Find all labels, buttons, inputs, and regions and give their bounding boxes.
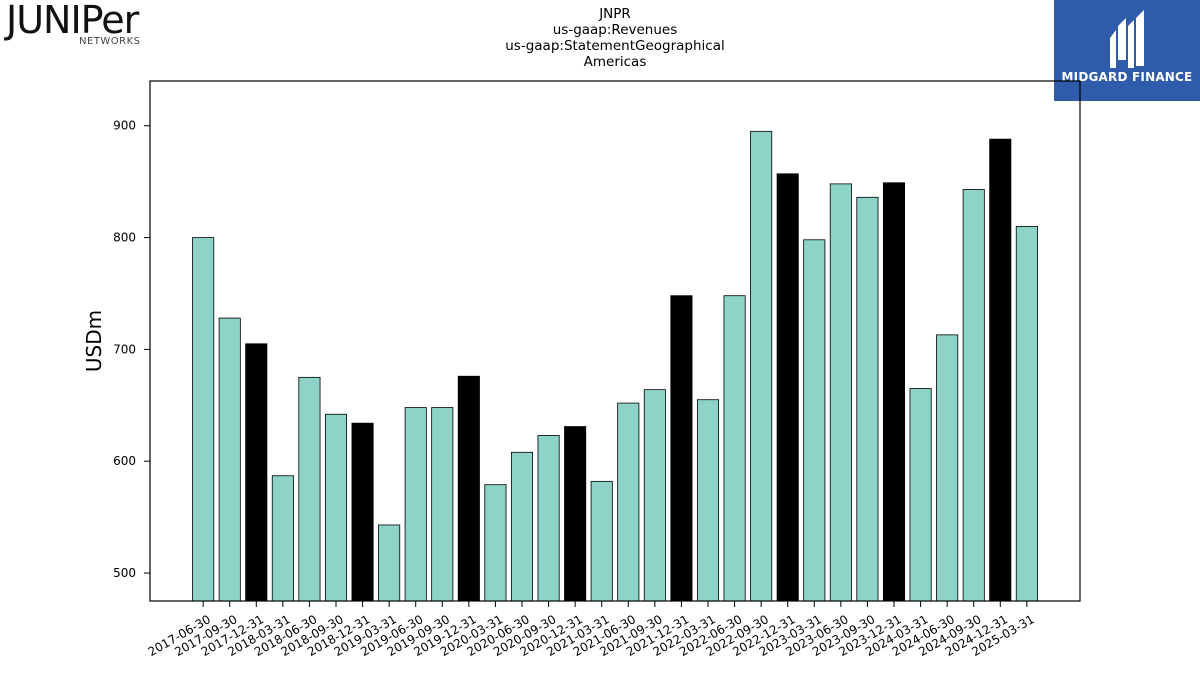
bar-2019-12-31 [457,375,480,602]
bar-2024-12-31 [989,138,1012,602]
bar-2022-09-30 [750,130,773,602]
midgard-emblem-icon [1110,10,1144,68]
bar-2021-06-30 [617,402,640,602]
bar-2019-06-30 [404,407,427,602]
midgard-wordmark: MIDGARD FINANCE [1061,70,1193,84]
y-tick-label: 600 [113,454,136,468]
chart-title-line-3: us-gaap:StatementGeographical [505,38,725,54]
bar-2022-12-31 [776,173,799,602]
bar-2018-06-30 [298,376,321,602]
bar-2018-09-30 [324,413,348,602]
y-tick-label: 800 [113,231,136,245]
bar-2024-09-30 [962,189,985,602]
midgard-finance-logo: MIDGARD FINANCE [1054,0,1200,101]
logo-wordmark: JUNIPer [6,0,139,42]
bar-2023-12-31 [882,182,906,602]
bar-2023-06-30 [829,183,852,602]
logo-subtitle: NETWORKS [79,36,141,47]
bar-2024-06-30 [936,334,959,602]
bar-2017-09-30 [218,317,241,602]
plot-frame [149,80,1081,602]
bar-2022-03-31 [696,399,720,602]
chart-title-line-1: JNPR [599,6,631,22]
x-axis: 2017-06-302017-09-302017-12-312018-03-31… [146,601,1037,659]
y-tick-label: 500 [113,566,136,580]
bar-2018-03-31 [271,475,294,602]
bar-2021-12-31 [670,295,693,602]
chart-title-line-4: Americas [583,54,647,70]
bar-2017-06-30 [192,237,215,602]
bar-2020-09-30 [537,435,560,602]
bar-2023-09-30 [856,196,879,602]
juniper-networks-logo: JUNIPer NETWORKS [4,0,164,50]
y-tick-label: 900 [113,119,136,133]
y-axis-label: USDm [82,310,106,372]
bar-2021-09-30 [643,389,666,602]
bar-2025-03-31 [1015,225,1038,602]
bar-2024-03-31 [909,388,932,602]
bar-2019-09-30 [431,407,454,602]
bar-2020-06-30 [510,451,534,602]
bar-2022-06-30 [723,295,746,602]
bar-2020-03-31 [484,484,507,602]
bar-2019-03-31 [378,524,401,602]
bar-2021-03-31 [590,480,613,602]
y-tick-label: 700 [113,342,136,356]
chart-title: JNPR us-gaap:Revenues us-gaap:StatementG… [415,6,815,70]
bar-2018-12-31 [351,422,374,602]
bars-group [192,130,1038,602]
bar-2020-12-31 [564,426,587,602]
y-axis: 500 600 700 800 900 [113,119,150,580]
bar-2023-03-31 [803,239,826,602]
chart-title-line-2: us-gaap:Revenues [552,22,678,38]
bar-2017-12-31 [245,343,268,602]
